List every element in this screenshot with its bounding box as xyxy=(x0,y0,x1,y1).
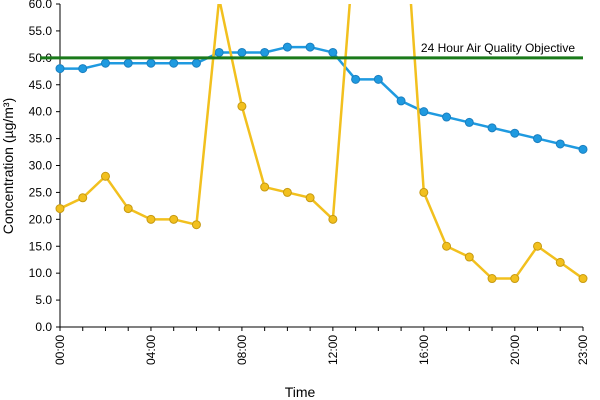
data-point xyxy=(487,123,497,133)
data-point xyxy=(464,117,474,127)
data-point xyxy=(487,274,497,284)
data-point xyxy=(305,193,315,203)
y-tick-label: 60.0 xyxy=(29,0,53,11)
x-tick-label: 20:00 xyxy=(508,335,522,365)
y-tick-label: 40.0 xyxy=(29,105,53,119)
x-tick-label: 23:00 xyxy=(576,335,590,365)
y-tick-label: 20.0 xyxy=(29,212,53,226)
x-axis-label: Time xyxy=(285,384,316,400)
data-point xyxy=(555,257,565,267)
data-point xyxy=(260,47,270,57)
data-point xyxy=(328,214,338,224)
data-point xyxy=(146,214,156,224)
series-line xyxy=(60,45,584,151)
data-point xyxy=(510,274,520,284)
data-point xyxy=(78,193,88,203)
data-point xyxy=(191,220,201,230)
data-point xyxy=(442,241,452,251)
data-point xyxy=(123,58,133,68)
data-point xyxy=(215,0,223,3)
data-point xyxy=(305,42,315,52)
data-point xyxy=(123,204,133,214)
y-tick-label: 15.0 xyxy=(29,239,53,253)
data-point xyxy=(55,64,65,74)
x-tick-label: 04:00 xyxy=(144,335,158,365)
reference-label: 24 Hour Air Quality Objective xyxy=(421,41,575,55)
y-tick-label: 45.0 xyxy=(29,78,53,92)
data-point xyxy=(419,187,429,197)
x-tick-label: 12:00 xyxy=(326,335,340,365)
y-axis-label: Concentration (µg/m³) xyxy=(0,98,16,234)
data-point xyxy=(419,107,429,117)
data-point xyxy=(555,139,565,149)
x-tick-label: 00:00 xyxy=(53,335,67,365)
y-tick-label: 0.0 xyxy=(35,320,52,334)
data-point xyxy=(237,47,247,57)
data-point xyxy=(100,171,110,181)
data-point xyxy=(442,112,452,122)
data-point xyxy=(510,128,520,138)
data-point xyxy=(578,144,588,154)
y-tick-label: 55.0 xyxy=(29,24,53,38)
data-point xyxy=(464,252,474,262)
data-point xyxy=(78,64,88,74)
data-point xyxy=(282,187,292,197)
data-point xyxy=(55,204,65,214)
data-point xyxy=(214,47,224,57)
y-tick-label: 35.0 xyxy=(29,132,53,146)
data-point xyxy=(351,74,361,84)
y-tick-label: 30.0 xyxy=(29,159,53,173)
x-tick-label: 16:00 xyxy=(417,335,431,365)
data-point xyxy=(373,74,383,84)
data-point xyxy=(146,58,156,68)
data-point xyxy=(533,134,543,144)
data-point xyxy=(328,47,338,57)
data-point xyxy=(282,42,292,52)
x-tick-label: 08:00 xyxy=(235,335,249,365)
data-point xyxy=(100,58,110,68)
y-tick-label: 5.0 xyxy=(35,293,52,307)
data-point xyxy=(260,182,270,192)
data-point xyxy=(169,214,179,224)
data-point xyxy=(578,274,588,284)
data-point xyxy=(169,58,179,68)
data-point xyxy=(396,96,406,106)
data-point xyxy=(191,58,201,68)
plot-area xyxy=(55,0,588,284)
y-tick-label: 10.0 xyxy=(29,266,53,280)
data-point xyxy=(533,241,543,251)
data-point xyxy=(237,101,247,111)
y-tick-label: 25.0 xyxy=(29,185,53,199)
